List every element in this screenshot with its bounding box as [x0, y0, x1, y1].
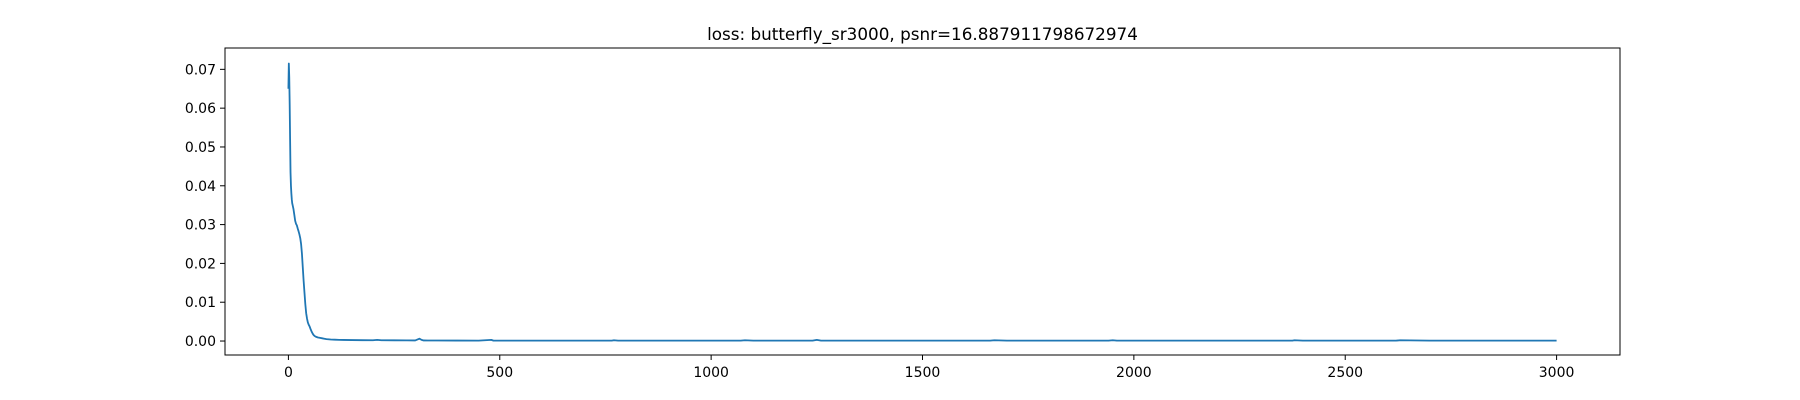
x-axis: 0 500 1000 1500 2000 2500 3000: [284, 355, 1574, 381]
x-tick-label: 3000: [1539, 365, 1575, 381]
plot-area: [287, 62, 1557, 342]
x-tick-label: 1500: [905, 365, 941, 381]
axes-frame: [224, 47, 1621, 356]
x-tick-label: 0: [284, 365, 293, 381]
y-tick-label: 0.01: [185, 295, 216, 311]
y-tick-label: 0.06: [185, 101, 216, 117]
y-tick-label: 0.07: [185, 62, 216, 78]
x-tick-label: 500: [486, 365, 513, 381]
y-tick-label: 0.03: [185, 218, 216, 234]
chart-title: loss: butterfly_sr3000, psnr=16.88791179…: [707, 24, 1138, 45]
y-tick-label: 0.05: [185, 140, 216, 156]
y-tick-label: 0.00: [185, 334, 216, 350]
y-axis: 0.00 0.01 0.02 0.03 0.04 0.05 0.06 0.07: [185, 62, 225, 350]
x-tick-label: 2500: [1327, 365, 1363, 381]
x-tick-label: 1000: [693, 365, 729, 381]
loss-series-line: [287, 62, 1557, 342]
x-tick-label: 2000: [1116, 365, 1152, 381]
y-tick-label: 0.04: [185, 179, 216, 195]
y-tick-label: 0.02: [185, 256, 216, 272]
